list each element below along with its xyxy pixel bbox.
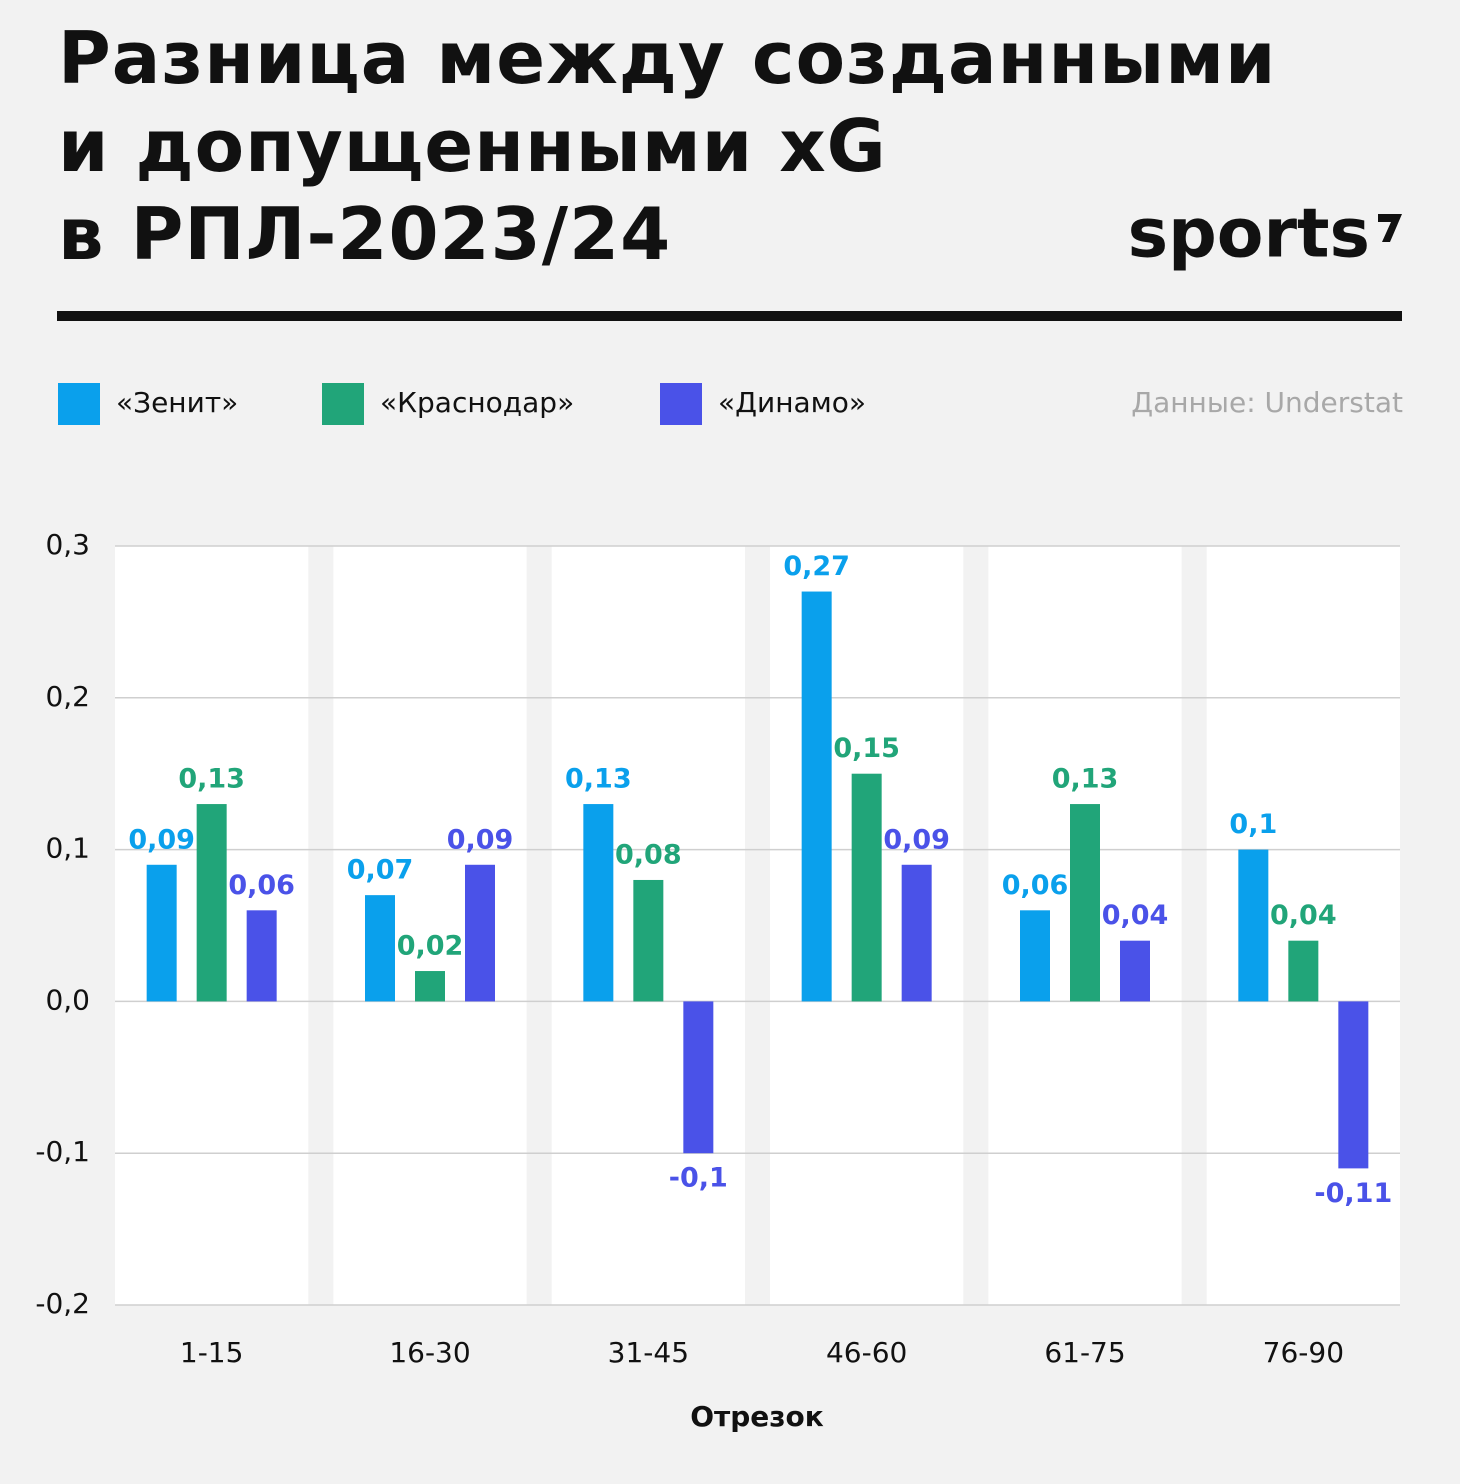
bar [851,773,882,1002]
brand: sports [1128,195,1370,274]
value-label: 0,04 [1270,900,1337,931]
divider [57,311,1402,321]
bar [1120,940,1150,1002]
y-tick-label: 0,3 [45,528,90,561]
bar [1338,1001,1369,1169]
bar [1238,849,1269,1002]
value-label: 0,1 [1229,809,1277,840]
x-tick-label: 16-30 [389,1336,470,1369]
value-label: 0,13 [565,764,632,795]
value-label: 0,13 [178,764,245,795]
bar [246,910,277,1002]
x-tick-label: 31-45 [608,1336,689,1369]
value-label: 0,15 [833,733,900,764]
x-tick-label: 61-75 [1044,1336,1125,1369]
value-label: 0,04 [1102,900,1169,931]
bar [415,971,445,1002]
value-label: 0,07 [347,855,414,886]
bar [365,895,395,1002]
y-tick-label: -0,2 [35,1287,90,1320]
legend-swatch [58,383,100,425]
value-label: 0,08 [615,839,682,870]
bar [901,864,932,1002]
legend-label: «Динамо» [718,386,866,419]
bar [801,591,832,1002]
y-tick-label: 0,0 [45,983,90,1016]
source: Данные: Understat [1131,386,1403,419]
bar [633,879,664,1002]
bar [583,804,614,1002]
x-tick-label: 76-90 [1263,1336,1344,1369]
bar [465,864,495,1002]
bar [683,1001,714,1154]
value-label: 0,09 [883,824,950,855]
value-label: -0,1 [669,1163,728,1194]
value-label: 0,06 [1002,870,1069,901]
legend-swatch [660,383,702,425]
legend-label: «Краснодар» [380,386,574,419]
bar [1288,940,1319,1002]
legend-label: «Зенит» [116,386,238,419]
chart-title: Разница между созданными и допущенными x… [58,16,1277,276]
value-label: 0,09 [128,824,195,855]
band-panel [333,546,527,1305]
value-label: 0,06 [228,870,295,901]
x-tick-label: 46-60 [826,1336,907,1369]
bar [1020,910,1050,1002]
value-label: 0,27 [783,551,850,582]
value-label: -0,11 [1314,1178,1392,1209]
x-tick-label: 1-15 [180,1336,244,1369]
y-tick-label: -0,1 [35,1135,90,1168]
bar [196,804,227,1002]
y-tick-label: 0,1 [45,832,90,865]
legend-swatch [322,383,364,425]
bar [1070,804,1100,1002]
y-tick-label: 0,2 [45,680,90,713]
bar [146,864,177,1002]
value-label: 0,02 [397,931,464,962]
value-label: 0,13 [1052,764,1119,795]
value-label: 0,09 [447,824,514,855]
x-axis-title: Отрезок [690,1400,824,1433]
brand-mark [1378,214,1402,242]
